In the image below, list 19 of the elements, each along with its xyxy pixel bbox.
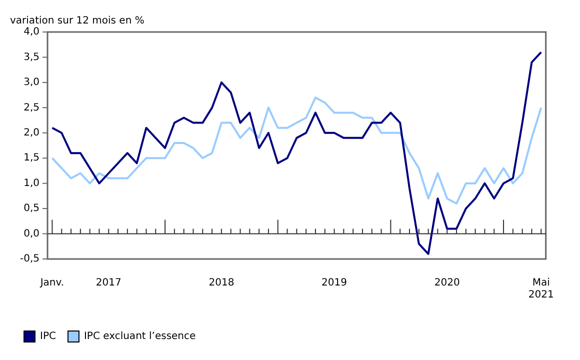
x-tick-label: 2019 (322, 278, 348, 289)
legend-label: IPC (40, 331, 56, 342)
legend-label: IPC excluant l’essence (84, 331, 196, 342)
y-tick-label: 2,0 (24, 127, 40, 138)
x-tick-label: 2018 (208, 278, 234, 289)
x-tick-label: 2017 (96, 278, 122, 289)
x-tick-label: 2020 (434, 278, 460, 289)
y-tick-label: 1,0 (24, 178, 40, 189)
y-tick-label: 0,5 (24, 203, 40, 214)
y-tick-label: 4,0 (24, 26, 40, 38)
x-tick-label: Janv. (39, 278, 64, 289)
y-tick-label: 2,5 (24, 102, 40, 114)
y-tick-label: 1,5 (24, 152, 40, 164)
y-tick-label: -0,5 (20, 254, 40, 265)
y-axis-title: variation sur 12 mois en % (10, 16, 144, 27)
y-tick-label: 3,5 (24, 52, 40, 63)
y-tick-label: 0,0 (24, 228, 40, 240)
x-tick-label: Mai 2021 (528, 278, 554, 301)
y-tick-label: 3,0 (24, 77, 40, 88)
